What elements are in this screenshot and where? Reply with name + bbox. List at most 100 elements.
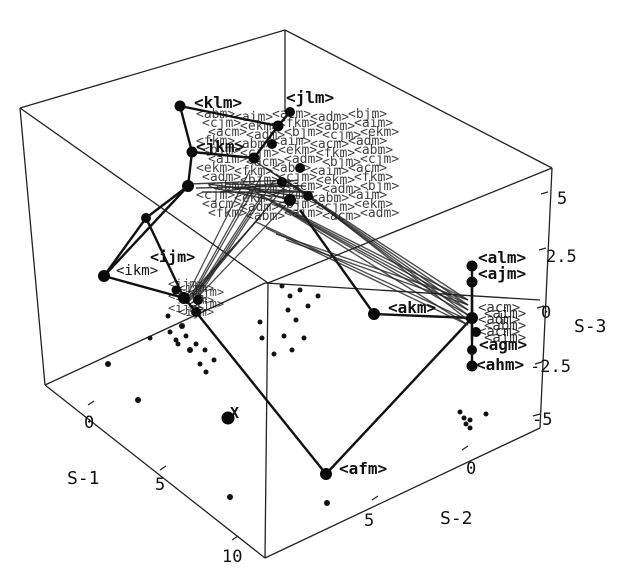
floor-point-27 (457, 409, 463, 415)
label-ahm: <ahm> (476, 355, 524, 374)
floor-point-1 (135, 397, 141, 403)
cluster-label-13: <cjm> (322, 128, 361, 143)
cluster-right-1: <aim> (484, 306, 526, 322)
node-5 (267, 139, 277, 149)
floor-point-9 (203, 369, 209, 375)
fan-left-4 (191, 189, 251, 295)
node-20 (284, 194, 296, 206)
cluster-label-22: <ekm> (278, 143, 317, 158)
fan-edge-9 (295, 215, 469, 316)
label-klm: <klm> (194, 93, 242, 112)
node-22 (277, 177, 287, 187)
cluster-label-10: <acm> (208, 125, 247, 140)
edge-18 (144, 217, 186, 299)
node-23 (303, 191, 313, 201)
node-1 (272, 120, 284, 132)
floor-point-14 (279, 283, 285, 289)
tick-s2-0: 0 (466, 459, 476, 479)
label-cluster: <abm><aim><acm><adm><bjm><cjm><ekm><fkm>… (116, 107, 526, 346)
edge-3 (253, 125, 279, 159)
label-ajm: <ajm> (478, 264, 526, 283)
cluster-label-19: <adm> (348, 134, 387, 149)
tick-s1-10: 10 (222, 547, 242, 567)
label-x: X (230, 404, 239, 422)
floor-point-25 (227, 494, 233, 500)
node-24 (193, 295, 203, 305)
box-edge-4 (19, 107, 46, 386)
axis-tick-mark-1 (159, 465, 167, 471)
cluster-label-30: <ekm> (196, 161, 235, 176)
floor-point-17 (285, 307, 291, 313)
cluster-label-6: <ekm> (240, 119, 279, 134)
tick-s3-2.5: 2.5 (546, 247, 577, 267)
node-6 (182, 180, 194, 192)
fan-left-7 (191, 204, 287, 304)
cluster-label-59: <adm> (360, 206, 399, 221)
node-4 (285, 107, 295, 117)
cluster-label-16: <abm> (234, 137, 273, 152)
cluster-label-15: <fkm> (196, 134, 235, 149)
cluster-label-24: <abm> (354, 143, 393, 158)
cluster-label-1: <aim> (234, 110, 273, 125)
fan-left-8 (195, 209, 251, 295)
node-17 (466, 360, 478, 372)
cluster-label-49: <aim> (348, 188, 387, 203)
label-akm: <akm> (388, 298, 436, 317)
cluster-label-38: <ekm> (316, 173, 355, 188)
edge-8 (145, 185, 189, 219)
fan-edge-10 (255, 221, 469, 321)
cluster-label-7: <fkm> (278, 116, 317, 131)
edge-2 (191, 150, 255, 160)
hub-edge-7 (231, 187, 315, 193)
floor-point-0 (105, 361, 111, 367)
floor-point-3 (179, 323, 185, 329)
fan-left-9 (187, 214, 263, 298)
cluster-label-3: <adm> (310, 110, 349, 125)
label-ijm: <ijm> (150, 248, 195, 266)
fan-edge-4 (295, 185, 469, 321)
tick-s1-5: 5 (155, 475, 165, 495)
floor-point-31 (483, 411, 489, 417)
edge-6 (103, 185, 189, 277)
edges (103, 104, 474, 475)
box-edge-8 (264, 427, 541, 559)
z-tick-mark-0 (540, 191, 549, 195)
floor-point-34 (165, 313, 171, 319)
axis-ticks: 0 5 10 0 5 5 2.5 0 -2.5 -5 (84, 189, 577, 567)
cluster-label-34: <acm> (348, 161, 387, 176)
fan-left-2 (195, 179, 275, 301)
axis-label-s1: S-1 (67, 468, 100, 489)
axis-tick-mark-3 (461, 445, 469, 451)
label-jlm: <jlm> (286, 88, 334, 107)
edge-9 (103, 274, 185, 300)
cluster-label-4: <bjm> (348, 107, 387, 122)
cluster-label-9: <aim> (354, 116, 393, 131)
node-7 (141, 213, 151, 223)
node-19 (221, 411, 235, 425)
axis-label-s3: S-3 (574, 316, 607, 337)
cluster-label-12: <bjm> (284, 125, 323, 140)
bounding-box (19, 29, 553, 559)
axis-label-s2: S-2 (440, 508, 473, 529)
node-10 (191, 307, 201, 317)
floor-point-19 (301, 335, 307, 341)
floor-point-13 (259, 335, 265, 341)
node-15 (471, 327, 481, 337)
floor-point-5 (187, 347, 193, 353)
floor-point-33 (173, 337, 179, 343)
hub-edge-8 (237, 191, 291, 199)
node-21 (295, 163, 305, 173)
hub-edge-6 (225, 183, 307, 187)
fan-left-5 (195, 194, 263, 298)
cluster-right-3: <abm> (484, 318, 526, 334)
fan-edge-8 (285, 209, 469, 311)
node-0 (174, 100, 186, 112)
cluster-label-43: <adm> (322, 182, 361, 197)
floor-point-8 (197, 361, 203, 367)
fan-edge-6 (265, 197, 469, 301)
axis-tick-mark-4 (371, 495, 379, 501)
tick-s2-5: 5 (364, 511, 374, 531)
cluster-label-39: <fkm> (354, 170, 393, 185)
floor-point-6 (193, 341, 199, 347)
node-25 (171, 285, 181, 295)
